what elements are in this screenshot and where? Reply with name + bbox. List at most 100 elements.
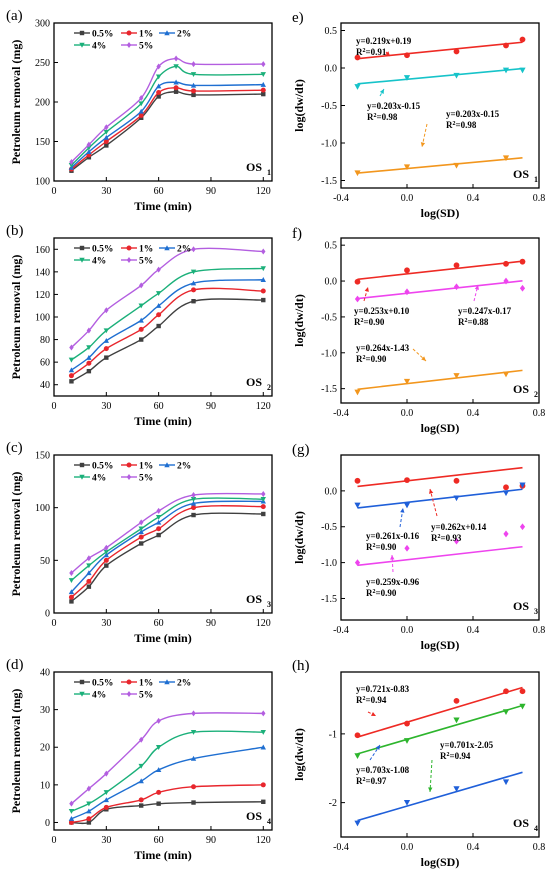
data-point bbox=[453, 283, 460, 291]
data-point bbox=[138, 112, 144, 118]
y-tick-label: 0 bbox=[45, 609, 50, 620]
data-point bbox=[260, 504, 266, 510]
y-tick-label: 100 bbox=[35, 177, 50, 188]
data-point bbox=[502, 709, 510, 715]
x-tick-label: 0.8 bbox=[533, 842, 546, 853]
data-point bbox=[86, 816, 92, 822]
y-axis-title: log(dw/dt) bbox=[292, 294, 306, 347]
legend-entry: 4% bbox=[92, 42, 106, 52]
data-point bbox=[156, 717, 161, 724]
y-tick-label: 0.0 bbox=[325, 64, 338, 75]
x-tick-label: 0 bbox=[52, 835, 57, 846]
sample-label-subscript: 2 bbox=[267, 383, 271, 392]
data-point bbox=[139, 803, 144, 808]
legend-marker bbox=[164, 679, 170, 685]
fit-line bbox=[357, 260, 523, 281]
data-point bbox=[138, 326, 144, 332]
data-point bbox=[453, 717, 460, 724]
data-point bbox=[261, 799, 266, 804]
data-point bbox=[403, 378, 411, 385]
data-point bbox=[403, 164, 411, 171]
data-point bbox=[155, 83, 162, 89]
data-point bbox=[453, 162, 460, 169]
data-point bbox=[502, 155, 510, 162]
data-point bbox=[261, 248, 266, 255]
data-point bbox=[156, 507, 161, 514]
fit-line bbox=[357, 280, 523, 300]
y-tick-label: -0.5 bbox=[321, 522, 337, 533]
data-point bbox=[260, 87, 266, 93]
data-point bbox=[519, 523, 526, 531]
data-point bbox=[86, 368, 92, 374]
fit-equation: y=0.253x+0.10 bbox=[354, 306, 410, 316]
plot-frame bbox=[53, 454, 273, 614]
data-point bbox=[503, 42, 509, 49]
panel-letter: (c) bbox=[6, 440, 23, 456]
sample-label: OS bbox=[246, 375, 262, 389]
data-point bbox=[86, 570, 92, 576]
data-point bbox=[86, 820, 92, 825]
legend-entry: 2% bbox=[177, 462, 191, 472]
data-point bbox=[354, 84, 361, 90]
fit-line bbox=[357, 686, 523, 738]
data-point bbox=[519, 258, 526, 265]
y-tick-label: -0.5 bbox=[321, 101, 337, 112]
data-point bbox=[103, 328, 110, 334]
data-point bbox=[260, 72, 266, 78]
data-point bbox=[453, 48, 460, 55]
legend-marker bbox=[79, 245, 85, 251]
annotation-arrowhead bbox=[474, 285, 480, 290]
data-point bbox=[404, 267, 410, 274]
data-point bbox=[139, 95, 144, 102]
series-line bbox=[70, 512, 264, 602]
fit-equation: y=0.701x-2.05 bbox=[440, 740, 494, 750]
legend-marker bbox=[126, 30, 132, 36]
data-point bbox=[354, 54, 361, 61]
y-axis-title: log(dw/dt) bbox=[292, 79, 306, 132]
data-point bbox=[354, 820, 361, 827]
panel-c: 0 30 60 90 120 0 50 100 150 Time (min) Petroleum r… bbox=[6, 440, 273, 645]
fit-equation: y=0.721x-0.83 bbox=[356, 684, 410, 694]
y-tick-label: 60 bbox=[40, 358, 50, 369]
legend-entry: 2% bbox=[177, 679, 191, 689]
data-point bbox=[354, 389, 361, 396]
data-point bbox=[156, 63, 161, 70]
x-tick-label: -0.4 bbox=[333, 408, 349, 419]
legend-marker bbox=[164, 30, 170, 36]
x-tick-label: 30 bbox=[101, 618, 111, 629]
sample-label: OS bbox=[246, 592, 262, 606]
legend-entry: 1% bbox=[139, 462, 153, 472]
data-point bbox=[191, 88, 197, 94]
sample-label-subscript: 4 bbox=[534, 824, 538, 833]
x-tick-label: 0.4 bbox=[467, 625, 480, 636]
data-point bbox=[68, 367, 75, 373]
sample-label-subscript: 1 bbox=[534, 175, 538, 184]
x-tick-label: 120 bbox=[256, 401, 271, 412]
x-axis-title: Time (min) bbox=[134, 414, 191, 428]
y-tick-label: 100 bbox=[35, 503, 50, 514]
data-point bbox=[261, 61, 266, 68]
x-tick-label: 90 bbox=[206, 186, 216, 197]
x-axis-title: Time (min) bbox=[134, 631, 191, 645]
sample-label: OS bbox=[513, 599, 529, 613]
panel-h: -0.4 0.0 0.4 0.8 -2 -1 log(SD) log(dw/dt) (h) OS 4… bbox=[292, 658, 545, 869]
fit-r-squared: R2=0.90 bbox=[354, 317, 385, 327]
data-point bbox=[86, 354, 92, 360]
legend-marker bbox=[79, 42, 85, 48]
data-point bbox=[68, 816, 75, 821]
data-point bbox=[191, 287, 197, 293]
fit-line bbox=[357, 466, 523, 488]
annotation-arrowhead bbox=[390, 555, 395, 560]
x-tick-label: 60 bbox=[154, 835, 164, 846]
data-point bbox=[261, 490, 266, 497]
panel-letter: f) bbox=[292, 226, 302, 242]
data-point bbox=[354, 295, 361, 303]
x-tick-label: 60 bbox=[154, 401, 164, 412]
data-point bbox=[68, 589, 75, 595]
x-tick-label: 120 bbox=[256, 618, 271, 629]
data-point bbox=[404, 544, 410, 552]
data-point bbox=[453, 373, 460, 379]
x-tick-label: 0.0 bbox=[401, 193, 414, 204]
data-point bbox=[86, 584, 92, 589]
data-point bbox=[156, 266, 161, 273]
